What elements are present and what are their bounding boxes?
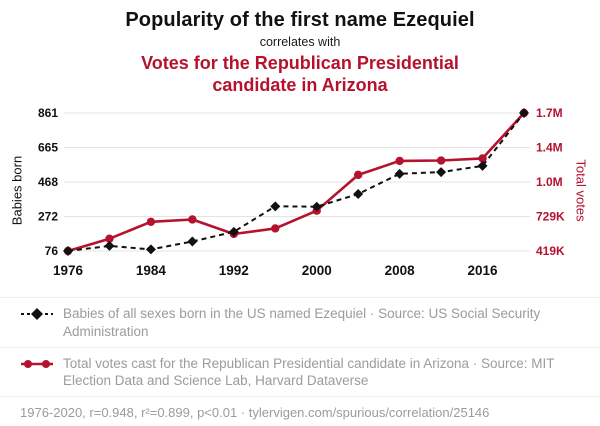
- svg-text:468: 468: [38, 175, 58, 189]
- svg-text:1.0M: 1.0M: [536, 175, 563, 189]
- svg-text:1984: 1984: [136, 263, 167, 278]
- svg-text:1.4M: 1.4M: [536, 140, 563, 154]
- legend-item-votes: Total votes cast for the Republican Pres…: [0, 346, 600, 397]
- subtitle: Votes for the Republican Presidential ca…: [141, 53, 459, 95]
- svg-text:665: 665: [38, 140, 58, 154]
- red-circle-series-marker-icon: [21, 359, 53, 368]
- source-url-link[interactable]: tylervigen.com/spurious/correlation/2514…: [248, 405, 490, 421]
- x-axis-tick-labels: 1976 1984 1992 2000 2008 2016: [53, 263, 498, 278]
- page-title: Popularity of the first name Ezequiel: [125, 9, 475, 31]
- svg-text:729K: 729K: [536, 209, 565, 223]
- legend: Babies of all sexes born in the US named…: [0, 296, 600, 397]
- svg-text:272: 272: [38, 209, 58, 223]
- correlates-with-text: correlates with: [259, 35, 341, 49]
- legend-item-babies: Babies of all sexes born in the US named…: [0, 296, 600, 347]
- svg-text:1.7M: 1.7M: [536, 106, 563, 120]
- svg-text:2008: 2008: [385, 263, 416, 278]
- svg-text:1992: 1992: [219, 263, 249, 278]
- black-diamond-series-marker-icon: [21, 307, 53, 320]
- legend-item-babies-label: Babies of all sexes born in the US named…: [63, 305, 541, 339]
- svg-text:76: 76: [45, 244, 59, 258]
- correlation-stats-text: 1976-2020, r=0.948, r²=0.899, p<0.01 ·: [20, 405, 249, 421]
- chart-area: Babies born Total votes 76 419K 272 729K 468…: [0, 101, 600, 293]
- y-axis-tick-labels: 76 419K 272 729K 468 1.0M 665 1.4M 861 1.7M: [38, 106, 565, 258]
- svg-text:419K: 419K: [536, 244, 565, 258]
- svg-text:1976: 1976: [53, 263, 84, 278]
- legend-item-votes-label: Total votes cast for the Republican Pres…: [63, 355, 555, 389]
- footer-stats: 1976-2020, r=0.948, r²=0.899, p<0.01 · t…: [0, 396, 600, 426]
- gridlines: [64, 112, 530, 252]
- svg-text:2016: 2016: [468, 263, 499, 278]
- svg-text:2000: 2000: [302, 263, 332, 278]
- series-babies: [63, 107, 529, 256]
- svg-text:861: 861: [38, 106, 58, 120]
